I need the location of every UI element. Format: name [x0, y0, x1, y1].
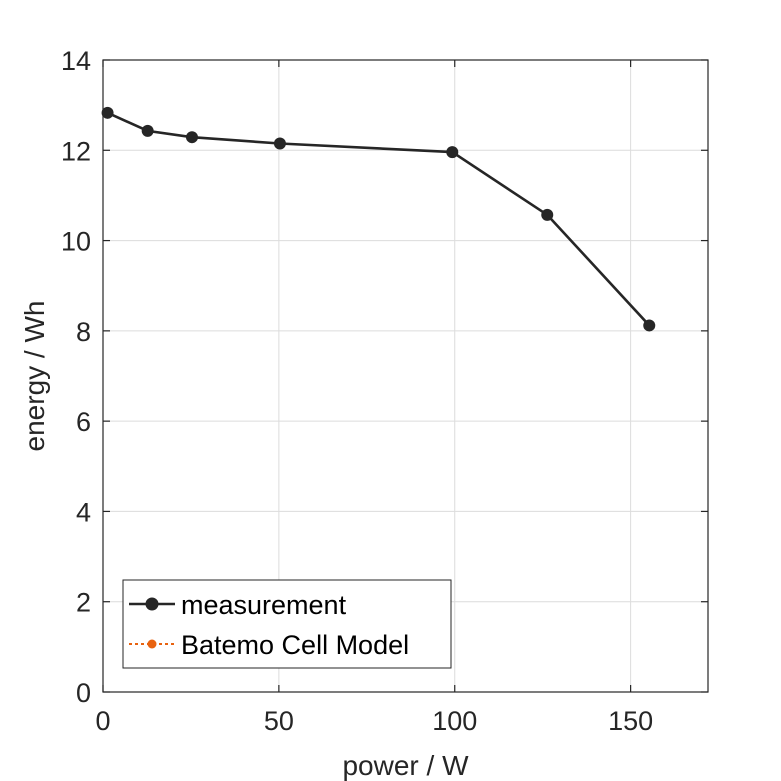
- axis-ticks: 0 50 100 150 0 2 4 6 8 10 12 14: [61, 46, 708, 736]
- y-axis-label: energy / Wh: [19, 301, 50, 452]
- x-tick-label: 150: [608, 706, 653, 736]
- y-tick-label: 10: [61, 227, 91, 257]
- legend-batemo-marker: [147, 639, 157, 649]
- y-tick-label: 6: [76, 407, 91, 437]
- data-point: [446, 146, 459, 159]
- x-tick-label: 100: [432, 706, 477, 736]
- data-point: [101, 106, 114, 119]
- data-point: [185, 131, 198, 144]
- y-tick-label: 8: [76, 317, 91, 347]
- legend: measurement Batemo Cell Model: [122, 579, 452, 669]
- legend-batemo-label: Batemo Cell Model: [181, 630, 409, 660]
- legend-measurement-marker: [145, 597, 159, 611]
- plot-border: [102, 59, 709, 693]
- legend-measurement-label: measurement: [181, 590, 347, 620]
- x-axis-label: power / W: [342, 750, 469, 781]
- y-tick-label: 14: [61, 46, 91, 76]
- data-point: [643, 319, 656, 332]
- y-tick-label: 2: [76, 588, 91, 618]
- x-tick-label: 0: [95, 706, 110, 736]
- data-point: [141, 124, 154, 137]
- data-point: [273, 137, 286, 150]
- y-tick-label: 4: [76, 497, 91, 527]
- data-series: [101, 106, 656, 332]
- y-tick-label: 12: [61, 136, 91, 166]
- data-point: [541, 208, 554, 221]
- legend-box: [122, 579, 452, 669]
- x-tick-label: 50: [264, 706, 294, 736]
- y-tick-label: 0: [76, 678, 91, 708]
